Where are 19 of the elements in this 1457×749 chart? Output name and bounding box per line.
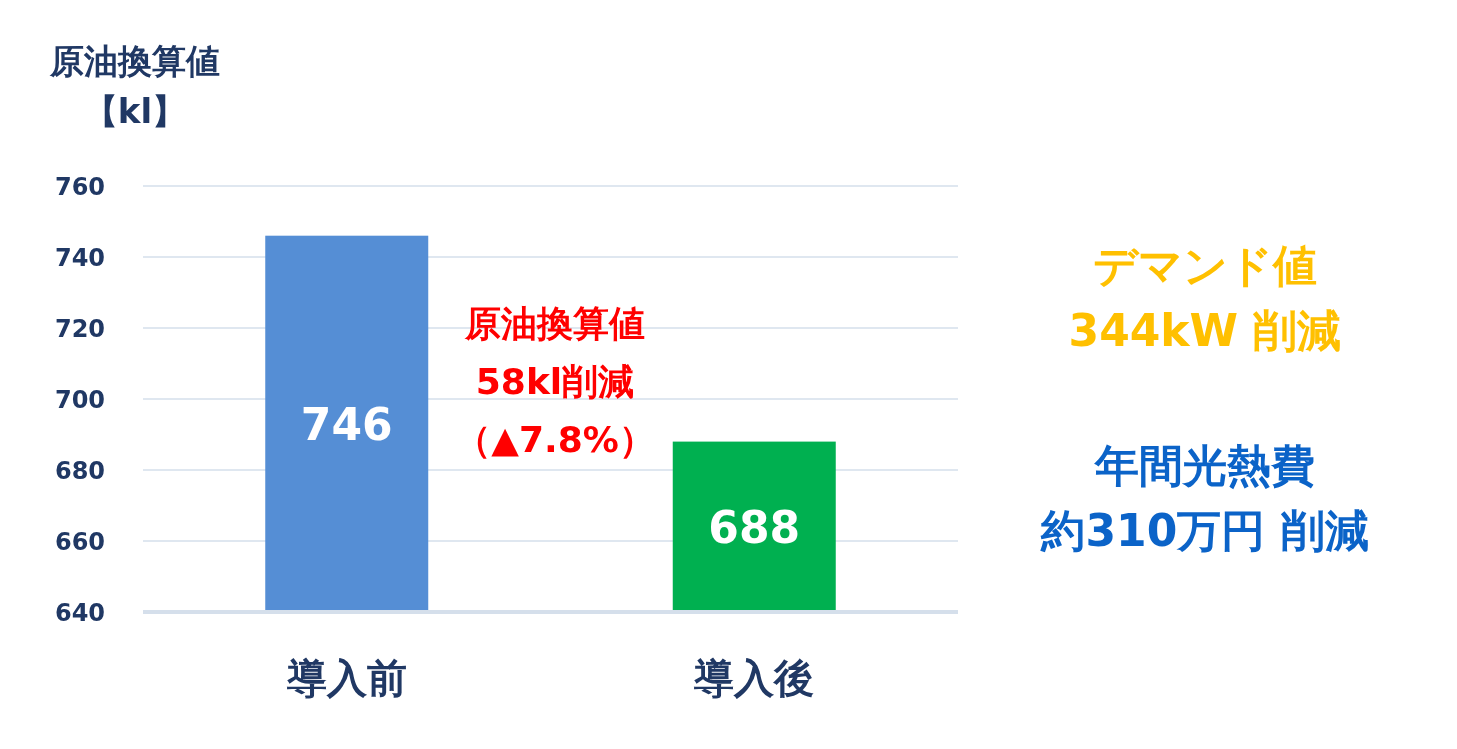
y-tick-label: 720 (54, 315, 106, 343)
annotation: （▲7.8%） (454, 418, 656, 462)
y-tick-label: 640 (54, 599, 106, 627)
text: 約310万円 削減 (1039, 505, 1370, 558)
y-tick-label: 680 (54, 457, 106, 485)
text: 344kW 削減 (1067, 305, 1343, 358)
text: 年間光熱費 (1093, 440, 1316, 493)
y-tick-label: 740 (54, 244, 106, 272)
x-tick-label: 導入前 (285, 655, 407, 701)
y-tick-label: 660 (54, 528, 106, 556)
text: デマンド値 (1092, 240, 1318, 293)
annotation: 原油換算値 (464, 302, 646, 346)
y-tick-label: 700 (54, 386, 106, 414)
y-tick-label: 760 (54, 173, 106, 201)
y-axis-title: 原油換算値【kl】 (49, 40, 221, 133)
x-tick-label: 導入後 (693, 655, 815, 701)
data-label: 688 (708, 501, 801, 553)
data-label: 746 (300, 398, 393, 450)
annotation: 58kl削減 (474, 360, 636, 404)
